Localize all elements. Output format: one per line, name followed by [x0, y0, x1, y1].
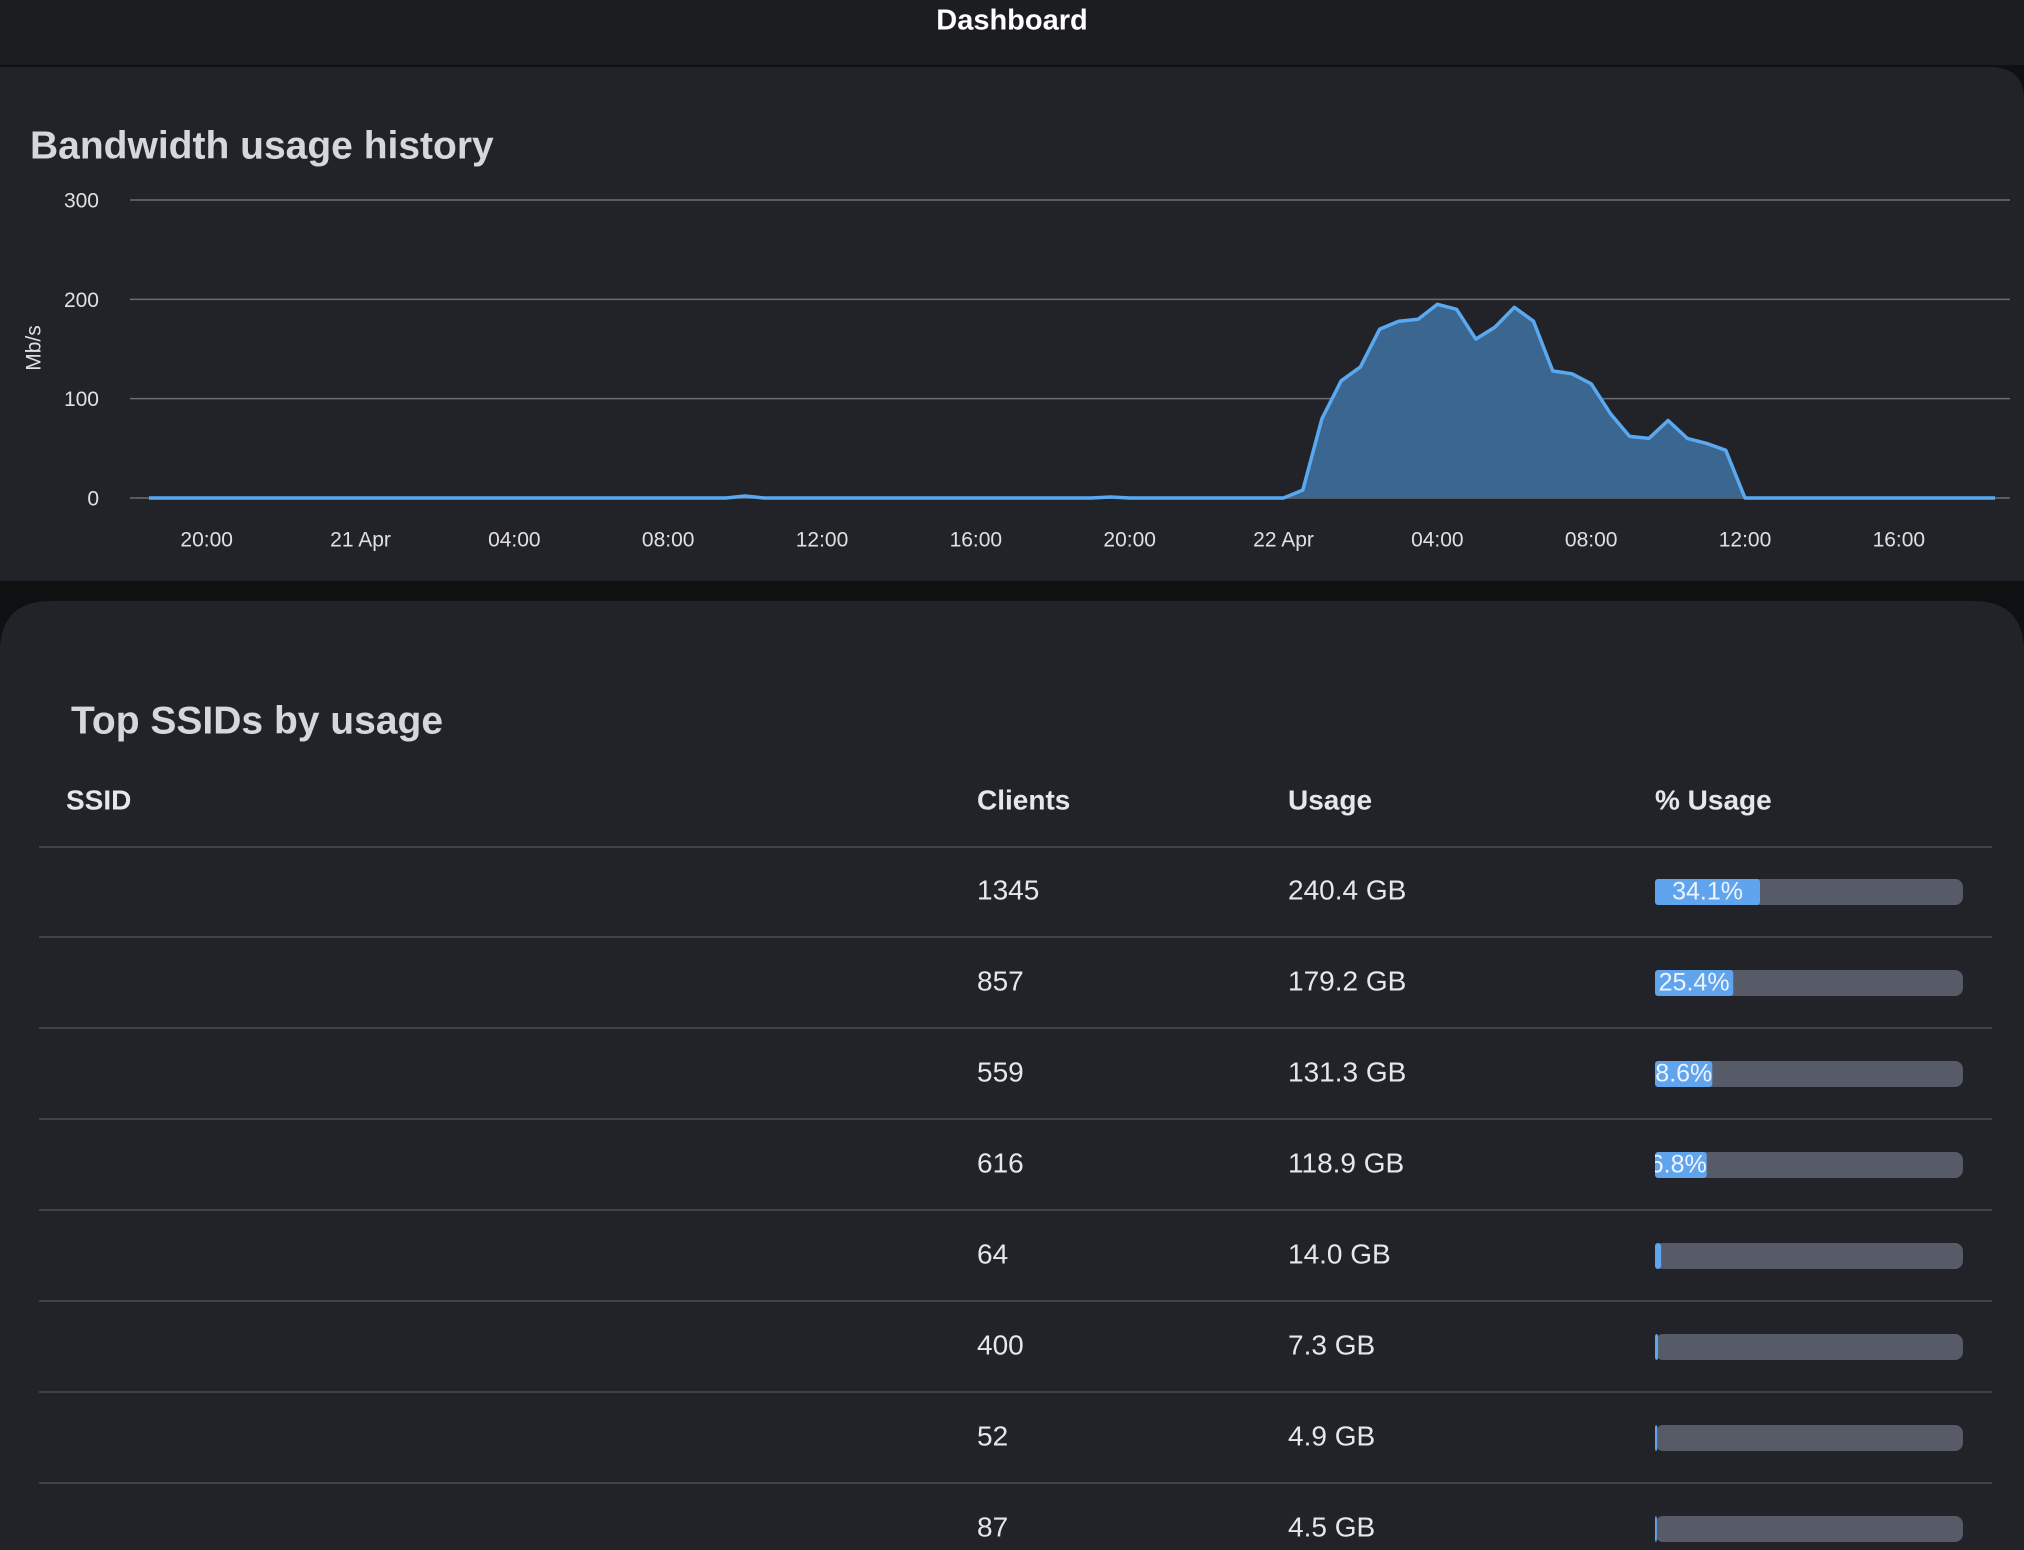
usage-bar-label: 18.6% — [1641, 1060, 1712, 1088]
usage-bar-fill — [1655, 970, 1734, 996]
y-tick-label: 300 — [64, 190, 99, 213]
x-tick-label: 16:00 — [950, 529, 1003, 552]
x-tick-label: 22 Apr — [1253, 529, 1314, 552]
clients-cell: 400 — [977, 1329, 1024, 1360]
usage-cell: 118.9 GB — [1288, 1147, 1404, 1178]
usage-bar-fill — [1655, 1243, 1662, 1269]
usage-cell: 131.3 GB — [1288, 1056, 1406, 1087]
x-tick-label: 21 Apr — [330, 529, 391, 552]
x-tick-label: 20:00 — [1103, 529, 1156, 552]
usage-bar-label: 25.4% — [1659, 969, 1730, 997]
y-tick-label: 100 — [64, 388, 99, 411]
usage-bar-fill — [1655, 1061, 1713, 1087]
usage-cell: 179.2 GB — [1288, 965, 1406, 996]
column-header: Clients — [977, 784, 1070, 815]
usage-bar-track — [1655, 1516, 1963, 1542]
x-tick-label: 08:00 — [1565, 529, 1618, 552]
x-tick-label: 20:00 — [180, 529, 233, 552]
chart-title: Bandwidth usage history — [30, 124, 494, 167]
usage-cell: 4.9 GB — [1288, 1420, 1375, 1451]
clients-cell: 52 — [977, 1420, 1008, 1451]
usage-bar-track — [1655, 1243, 1963, 1269]
usage-bar-fill — [1655, 1334, 1659, 1360]
top-bar — [0, 0, 2024, 65]
clients-cell: 64 — [977, 1238, 1008, 1269]
column-header: % Usage — [1655, 784, 1772, 815]
usage-cell: 4.5 GB — [1288, 1511, 1375, 1542]
x-tick-label: 12:00 — [796, 529, 849, 552]
usage-bar-track — [1655, 1061, 1963, 1087]
x-tick-label: 04:00 — [488, 529, 541, 552]
clients-cell: 559 — [977, 1056, 1024, 1087]
y-tick-label: 0 — [87, 488, 99, 511]
usage-cell: 7.3 GB — [1288, 1329, 1375, 1360]
clients-cell: 1345 — [977, 874, 1039, 905]
usage-bar-label: 34.1% — [1672, 878, 1743, 906]
x-tick-label: 16:00 — [1873, 529, 1926, 552]
line — [149, 302, 1995, 500]
usage-bar-fill — [1655, 879, 1761, 905]
usage-cell: 240.4 GB — [1288, 874, 1406, 905]
usage-bar-track — [1655, 1334, 1963, 1360]
usage-bar-track — [1655, 1425, 1963, 1451]
x-tick-label: 08:00 — [642, 529, 695, 552]
column-header: Usage — [1288, 784, 1372, 815]
y-axis-label: Mb/s — [23, 325, 46, 371]
area — [149, 304, 1995, 498]
clients-cell: 616 — [977, 1147, 1024, 1178]
column-header: SSID — [66, 784, 131, 815]
x-tick-label: 04:00 — [1411, 529, 1464, 552]
usage-bar-track — [1655, 1152, 1963, 1178]
usage-bar-label: 16.8% — [1636, 1151, 1707, 1179]
clients-cell: 87 — [977, 1511, 1008, 1542]
y-tick-label: 200 — [64, 289, 99, 312]
usage-cell: 14.0 GB — [1288, 1238, 1391, 1269]
usage-bar-fill — [1655, 1425, 1658, 1451]
page-title: Dashboard — [936, 5, 1087, 37]
x-tick-label: 12:00 — [1719, 529, 1772, 552]
usage-bar-fill — [1655, 1516, 1657, 1542]
table-card — [0, 601, 2024, 1550]
table-title: Top SSIDs by usage — [71, 699, 443, 742]
usage-bar-fill — [1655, 1152, 1707, 1178]
clients-cell: 857 — [977, 965, 1024, 996]
